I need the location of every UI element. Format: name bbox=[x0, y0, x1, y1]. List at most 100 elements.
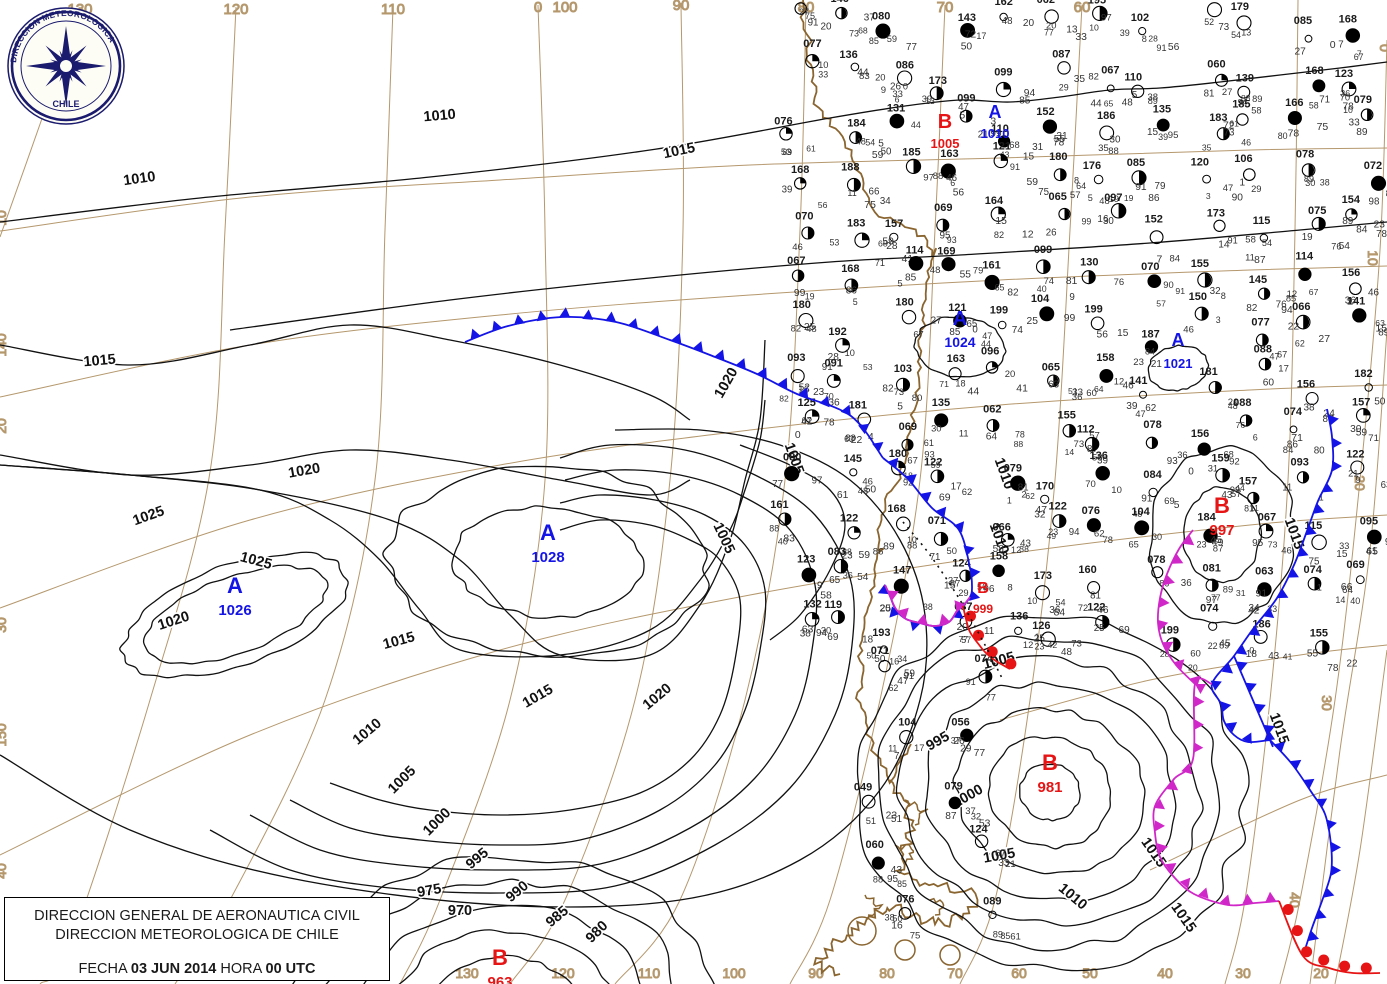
svg-text:077: 077 bbox=[803, 38, 821, 50]
svg-text:164: 164 bbox=[985, 195, 1004, 207]
svg-text:1015: 1015 bbox=[83, 352, 117, 371]
svg-text:183: 183 bbox=[847, 217, 865, 229]
svg-text:1015: 1015 bbox=[662, 140, 697, 162]
svg-text:970: 970 bbox=[448, 903, 472, 919]
svg-text:B: B bbox=[492, 945, 508, 970]
svg-text:8: 8 bbox=[1221, 291, 1226, 301]
svg-text:65: 65 bbox=[1129, 540, 1139, 550]
svg-text:155: 155 bbox=[1058, 410, 1076, 422]
svg-text:67: 67 bbox=[1309, 287, 1319, 297]
svg-text:1024: 1024 bbox=[944, 334, 975, 350]
svg-text:122: 122 bbox=[1346, 449, 1364, 461]
svg-text:40: 40 bbox=[1157, 965, 1173, 981]
svg-text:27: 27 bbox=[1222, 87, 1233, 98]
svg-text:78: 78 bbox=[1103, 535, 1113, 545]
svg-text:77: 77 bbox=[1211, 592, 1221, 602]
svg-text:096: 096 bbox=[981, 346, 999, 358]
svg-text:0: 0 bbox=[1188, 467, 1194, 478]
svg-text:1010: 1010 bbox=[423, 107, 457, 126]
svg-text:1020: 1020 bbox=[712, 365, 742, 401]
svg-text:163: 163 bbox=[947, 353, 965, 365]
svg-text:168: 168 bbox=[841, 263, 859, 275]
svg-text:76: 76 bbox=[1236, 420, 1246, 430]
svg-text:91: 91 bbox=[903, 671, 914, 682]
svg-text:112: 112 bbox=[1077, 424, 1095, 436]
svg-text:B: B bbox=[977, 580, 989, 597]
svg-text:46: 46 bbox=[1241, 138, 1251, 148]
svg-text:15: 15 bbox=[995, 216, 1007, 227]
svg-text:40: 40 bbox=[1350, 596, 1360, 606]
svg-text:47: 47 bbox=[1036, 505, 1048, 516]
svg-text:135: 135 bbox=[932, 397, 950, 409]
svg-text:078: 078 bbox=[1296, 148, 1314, 160]
svg-text:91: 91 bbox=[1135, 182, 1147, 193]
svg-text:25: 25 bbox=[1094, 623, 1105, 634]
svg-text:93: 93 bbox=[947, 235, 957, 245]
svg-text:38: 38 bbox=[1320, 177, 1330, 187]
svg-text:A: A bbox=[227, 573, 243, 598]
svg-text:079: 079 bbox=[1354, 94, 1372, 106]
svg-text:121: 121 bbox=[993, 141, 1011, 153]
svg-text:29: 29 bbox=[958, 587, 968, 598]
svg-text:84: 84 bbox=[1145, 346, 1155, 356]
svg-text:12: 12 bbox=[1023, 639, 1033, 650]
svg-text:122: 122 bbox=[1049, 501, 1067, 513]
svg-text:54: 54 bbox=[865, 137, 875, 147]
svg-text:55: 55 bbox=[1307, 649, 1319, 660]
svg-text:136: 136 bbox=[1090, 450, 1108, 462]
svg-text:963: 963 bbox=[487, 974, 512, 984]
svg-text:92: 92 bbox=[1229, 456, 1240, 467]
svg-text:89: 89 bbox=[1223, 584, 1233, 595]
svg-text:70: 70 bbox=[947, 965, 963, 981]
svg-text:78: 78 bbox=[824, 417, 836, 428]
svg-text:192: 192 bbox=[828, 326, 846, 338]
svg-text:85: 85 bbox=[905, 273, 917, 284]
svg-text:22: 22 bbox=[1347, 658, 1358, 669]
svg-text:42: 42 bbox=[1048, 640, 1058, 650]
svg-text:60: 60 bbox=[1190, 648, 1201, 659]
svg-text:141: 141 bbox=[1129, 375, 1147, 387]
svg-text:61: 61 bbox=[1010, 932, 1021, 943]
svg-text:46: 46 bbox=[1368, 288, 1379, 299]
svg-text:25: 25 bbox=[1027, 316, 1039, 327]
svg-text:20: 20 bbox=[1188, 663, 1198, 673]
svg-text:77: 77 bbox=[986, 692, 996, 703]
svg-text:1020: 1020 bbox=[640, 680, 675, 713]
svg-text:7: 7 bbox=[1338, 39, 1343, 50]
svg-text:081: 081 bbox=[1203, 562, 1221, 574]
svg-text:36: 36 bbox=[1340, 89, 1350, 99]
svg-text:A: A bbox=[540, 520, 556, 545]
svg-text:106: 106 bbox=[1234, 153, 1252, 165]
svg-text:59: 59 bbox=[882, 237, 894, 248]
svg-text:120: 120 bbox=[223, 1, 248, 18]
svg-text:53: 53 bbox=[863, 362, 873, 372]
svg-text:75: 75 bbox=[864, 200, 876, 211]
svg-text:54: 54 bbox=[1262, 238, 1272, 248]
svg-text:7: 7 bbox=[894, 751, 899, 762]
svg-text:1015: 1015 bbox=[1167, 900, 1199, 936]
svg-text:80: 80 bbox=[1314, 446, 1325, 457]
svg-text:43: 43 bbox=[1268, 651, 1279, 662]
svg-text:71: 71 bbox=[1319, 94, 1330, 105]
svg-text:31: 31 bbox=[1236, 588, 1246, 598]
svg-text:39: 39 bbox=[1158, 132, 1168, 142]
svg-text:1: 1 bbox=[1317, 583, 1322, 593]
svg-text:124: 124 bbox=[969, 823, 988, 835]
svg-text:147: 147 bbox=[893, 564, 911, 576]
svg-text:173: 173 bbox=[929, 75, 947, 87]
svg-text:A: A bbox=[1172, 330, 1185, 350]
svg-text:195: 195 bbox=[1088, 0, 1106, 7]
svg-text:82: 82 bbox=[779, 394, 789, 404]
svg-text:091: 091 bbox=[825, 357, 843, 369]
svg-text:187: 187 bbox=[1141, 328, 1159, 340]
svg-text:40: 40 bbox=[0, 863, 9, 879]
svg-text:67: 67 bbox=[907, 456, 918, 467]
svg-text:73: 73 bbox=[1071, 637, 1081, 648]
svg-text:078: 078 bbox=[1147, 554, 1165, 566]
svg-text:81: 81 bbox=[1204, 89, 1215, 100]
svg-text:77: 77 bbox=[1044, 27, 1054, 37]
svg-text:070: 070 bbox=[1141, 261, 1159, 273]
svg-text:91: 91 bbox=[1141, 493, 1153, 504]
svg-text:10: 10 bbox=[0, 210, 9, 226]
svg-text:30: 30 bbox=[1152, 532, 1162, 542]
